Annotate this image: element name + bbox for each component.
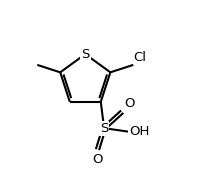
Text: Cl: Cl: [133, 50, 146, 64]
Text: S: S: [81, 48, 90, 61]
Text: O: O: [92, 153, 103, 166]
Text: O: O: [124, 97, 134, 110]
Text: S: S: [100, 122, 108, 135]
Text: OH: OH: [129, 125, 149, 138]
